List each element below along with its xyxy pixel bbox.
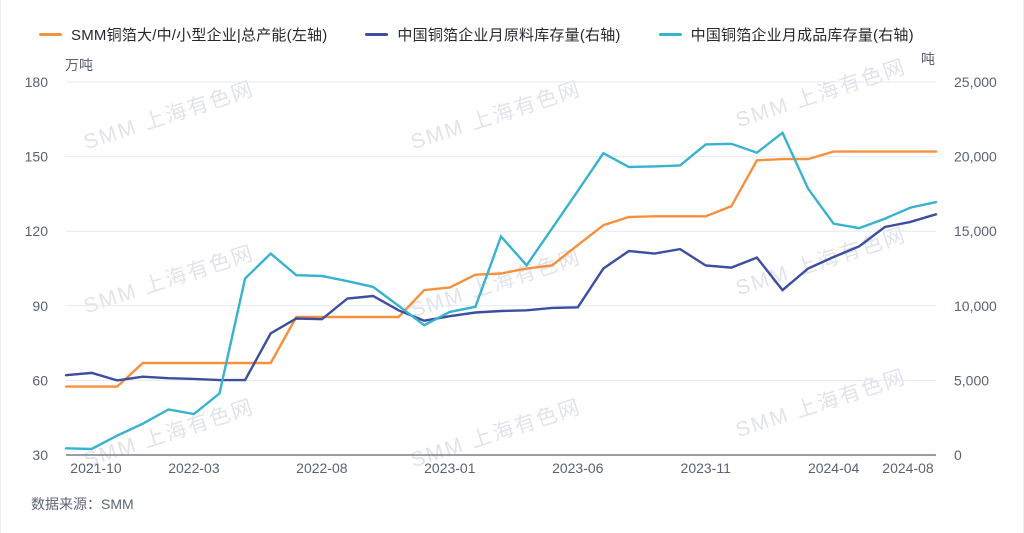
right-axis-tick-label: 5,000 (954, 372, 989, 388)
right-axis-tick-label: 25,000 (954, 74, 997, 90)
legend-item-finished-goods-inventory[interactable]: 中国铜箔企业月成品库存量(右轴) (658, 24, 914, 45)
left-axis-tick-label: 90 (32, 298, 48, 314)
smm-watermark: SMM 上海有色网 (81, 77, 257, 154)
finished-goods-line-marker (658, 33, 682, 36)
series-line-raw-material-inventory (64, 213, 938, 382)
legend-label-raw-material: 中国铜箔企业月原料库存量(右轴) (397, 27, 621, 44)
right-axis-tick-label: 15,000 (954, 223, 997, 239)
x-axis-tick-label: 2023-01 (424, 460, 476, 476)
legend-label-finished-goods: 中国铜箔企业月成品库存量(右轴) (690, 27, 914, 44)
legend-item-raw-material-inventory[interactable]: 中国铜箔企业月原料库存量(右轴) (365, 24, 620, 45)
x-axis-tick-label: 2022-03 (168, 460, 220, 476)
x-axis-tick-label: 2024-04 (808, 460, 860, 476)
left-axis-tick-label: 150 (25, 149, 49, 165)
left-axis-tick-label: 120 (25, 223, 49, 239)
smm-watermark: SMM 上海有色网 (408, 77, 584, 154)
series-line-capacity (64, 150, 938, 388)
left-axis-tick-label: 180 (25, 74, 49, 90)
x-axis-tick-label: 2023-11 (681, 460, 732, 476)
x-axis-tick-label: 2023-06 (552, 460, 604, 476)
smm-watermark: SMM 上海有色网 (733, 55, 909, 132)
legend-item-capacity[interactable]: SMM铜箔大/中/小型企业|总产能(左轴) (39, 24, 327, 45)
right-axis-tick-label: 20,000 (954, 149, 997, 165)
smm-watermark: SMM 上海有色网 (81, 241, 257, 318)
right-axis-tick-label: 0 (954, 447, 962, 463)
legend-label-capacity: SMM铜箔大/中/小型企业|总产能(左轴) (71, 27, 328, 44)
raw-material-line-marker (365, 33, 389, 36)
x-axis-labels: 2021-10 2022-03 2022-08 2023-01 2023-06 2023-… (70, 460, 934, 476)
left-axis-tick-label: 30 (32, 447, 48, 463)
capacity-line-marker (39, 33, 62, 36)
series-line-finished-goods-inventory (64, 130, 938, 451)
legend: SMM铜箔大/中/小型企业|总产能(左轴) 中国铜箔企业月原料库存量(右轴) 中… (39, 24, 914, 45)
left-axis-labels: 30 60 90 120 150 180 (25, 74, 49, 463)
x-axis-tick-label: 2024-08 (882, 460, 934, 476)
right-axis-tick-label: 10,000 (954, 298, 997, 314)
x-axis-tick-label: 2021-10 (70, 460, 122, 476)
watermarks: SMM 上海有色网 SMM 上海有色网 SMM 上海有色网 SMM 上海有色网 SMM … (81, 55, 909, 472)
data-source-note: 数据来源：SMM (31, 496, 134, 512)
left-axis-unit: 万吨 (65, 57, 93, 73)
right-axis-labels: 0 5,000 10,000 15,000 20,000 25,000 (954, 74, 997, 463)
smm-watermark: SMM 上海有色网 (733, 365, 909, 442)
left-axis-tick-label: 60 (32, 372, 48, 388)
x-axis-tick-label: 2022-08 (296, 460, 348, 476)
right-axis-unit: 吨 (921, 51, 935, 67)
